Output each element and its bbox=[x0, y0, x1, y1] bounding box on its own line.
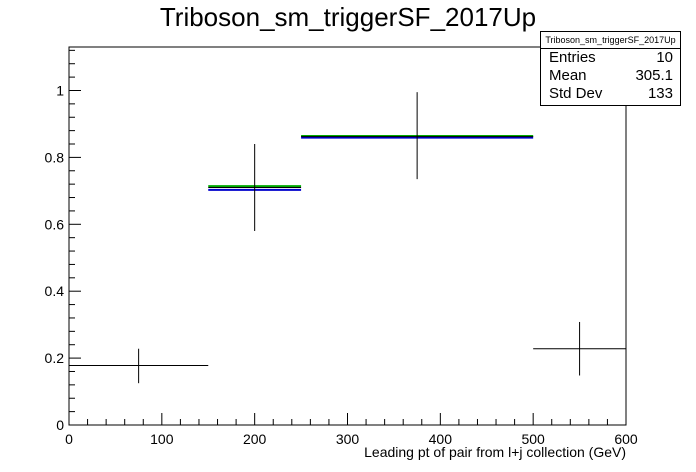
x-tick-label: 0 bbox=[65, 431, 73, 447]
stddev-label: Std Dev bbox=[549, 85, 603, 102]
axis-tick-labels: 0 100 200 300 400 500 600 0 0.2 0.4 0.6 0.8 1 bbox=[45, 82, 638, 447]
y-tick-label: 0.6 bbox=[45, 216, 65, 232]
y-tick-label: 0.4 bbox=[45, 283, 65, 299]
x-axis-label: Leading pt of pair from l+j collection (… bbox=[364, 444, 626, 460]
stats-row-mean: Mean 305.1 bbox=[541, 67, 680, 85]
x-tick-label: 400 bbox=[429, 431, 453, 447]
y-tick-label: 1 bbox=[56, 82, 64, 98]
stddev-value: 133 bbox=[647, 85, 673, 102]
mean-label: Mean bbox=[549, 67, 587, 84]
x-tick-label: 300 bbox=[336, 431, 360, 447]
stats-row-entries: Entries 10 bbox=[541, 49, 680, 67]
data-series bbox=[69, 92, 626, 384]
axis-ticks bbox=[68, 49, 627, 426]
stats-box: Triboson_sm_triggerSF_2017Up Entries 10 … bbox=[540, 31, 681, 106]
mean-value: 305.1 bbox=[635, 67, 673, 84]
y-tick-label: 0.8 bbox=[45, 149, 65, 165]
x-tick-label: 100 bbox=[150, 431, 174, 447]
y-tick-label: 0.2 bbox=[45, 350, 65, 366]
x-tick-label: 200 bbox=[243, 431, 267, 447]
y-tick-label: 0 bbox=[56, 417, 64, 433]
entries-label: Entries bbox=[549, 49, 596, 66]
x-tick-label: 600 bbox=[614, 431, 638, 447]
entries-value: 10 bbox=[656, 49, 673, 66]
stats-box-name: Triboson_sm_triggerSF_2017Up bbox=[541, 32, 680, 49]
chart-title: Triboson_sm_triggerSF_2017Up bbox=[159, 2, 537, 32]
x-tick-label: 500 bbox=[521, 431, 545, 447]
stats-row-stddev: Std Dev 133 bbox=[541, 85, 680, 103]
